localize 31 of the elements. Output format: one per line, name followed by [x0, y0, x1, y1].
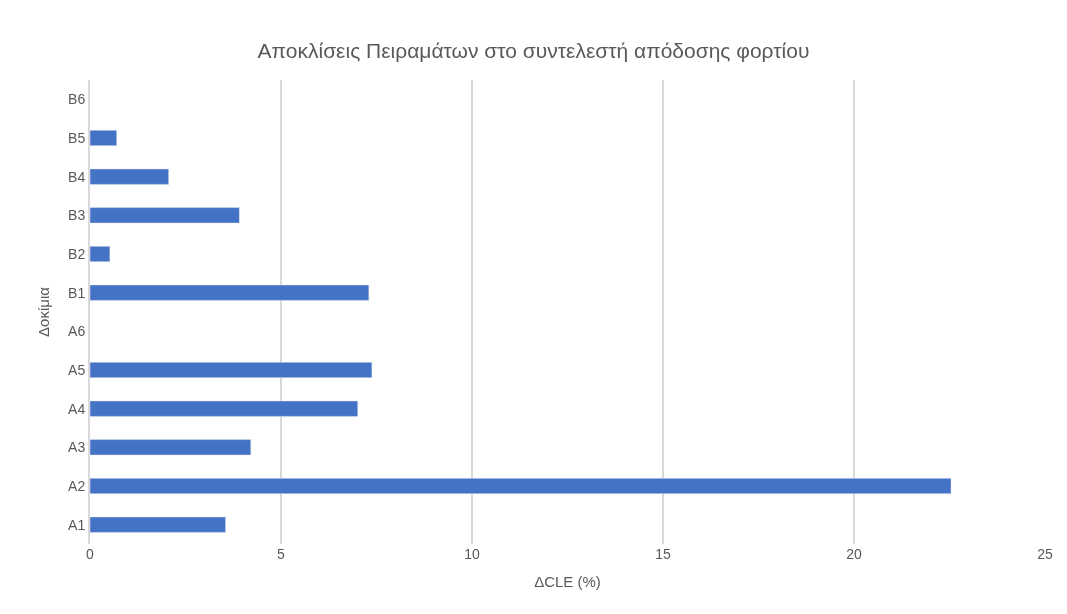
y-tick-label: B1 [68, 284, 86, 301]
bar [90, 284, 370, 301]
y-tick-label: B2 [68, 245, 86, 262]
x-tick-label: 10 [464, 546, 480, 562]
y-tick-label: B6 [68, 91, 86, 108]
bar [90, 439, 252, 456]
x-tick-label: 0 [86, 546, 95, 562]
x-tick-label: 25 [1037, 546, 1053, 562]
x-tick-label: 15 [655, 546, 671, 562]
y-tick-label: A6 [68, 323, 86, 340]
bar [90, 207, 240, 224]
bar [90, 246, 111, 262]
bar [90, 400, 359, 417]
y-axis-title: Δοκίμια [34, 286, 52, 337]
bar [90, 516, 226, 533]
bar [90, 168, 169, 185]
bar [90, 478, 952, 494]
x-tick-label: 20 [846, 546, 862, 562]
chart-title: Αποκλίσεις Πειραμάτων στο συντελεστή απόδοσης φορτίου [257, 38, 810, 62]
bar [90, 130, 117, 146]
y-tick-label: A4 [68, 400, 86, 417]
x-tick-label: 5 [277, 546, 286, 562]
y-tick-label: B3 [68, 207, 86, 224]
bar [90, 362, 373, 378]
y-tick-label: A3 [68, 439, 86, 456]
x-axis-title: ΔCLE (%) [534, 573, 601, 590]
y-tick-label: A2 [68, 477, 86, 494]
y-tick-label: A1 [68, 516, 86, 533]
y-tick-label: A5 [68, 361, 86, 378]
y-tick-label: B5 [68, 129, 86, 146]
y-tick-label: B4 [68, 168, 86, 185]
